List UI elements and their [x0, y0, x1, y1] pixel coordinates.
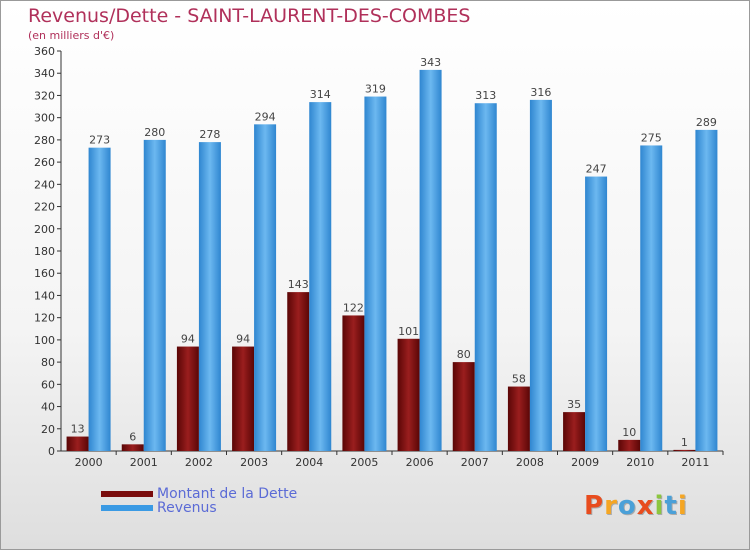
data-label-revenus: 314 [310, 88, 331, 101]
y-tick-label: 80 [41, 356, 55, 369]
bar-dette [121, 444, 144, 451]
data-label-dette: 35 [567, 398, 581, 411]
x-tick-label: 2000 [75, 456, 103, 469]
y-tick-label: 60 [41, 378, 55, 391]
chart-title: Revenus/Dette - SAINT-LAURENT-DES-COMBES [28, 5, 471, 27]
data-label-revenus: 316 [530, 86, 551, 99]
x-tick-label: 2008 [516, 456, 544, 469]
y-tick-label: 240 [34, 178, 55, 191]
data-label-dette: 80 [457, 348, 471, 361]
bar-dette [618, 439, 641, 451]
bar-revenus [474, 103, 497, 451]
y-tick-label: 300 [34, 112, 55, 125]
legend: Montant de la Dette Revenus [101, 486, 298, 516]
x-tick-label: 2001 [130, 456, 158, 469]
legend-item-dette: Montant de la Dette [101, 486, 298, 502]
bar-dette [397, 338, 420, 451]
chart-subtitle: (en milliers d'€) [28, 29, 115, 42]
y-tick-label: 260 [34, 156, 55, 169]
x-tick-label: 2004 [295, 456, 323, 469]
bar-dette [176, 346, 199, 451]
y-tick-label: 100 [34, 334, 55, 347]
x-tick-label: 2011 [681, 456, 709, 469]
y-tick-label: 40 [41, 401, 55, 414]
bar-revenus [364, 96, 387, 452]
data-label-revenus: 247 [586, 163, 607, 176]
x-tick-label: 2010 [626, 456, 654, 469]
data-label-dette: 58 [512, 373, 526, 386]
legend-label-revenus: Revenus [157, 500, 217, 516]
data-label-revenus: 319 [365, 83, 386, 96]
logo-letter: P [584, 491, 605, 521]
data-label-dette: 1 [681, 436, 688, 449]
bar-dette [452, 362, 475, 451]
bar-revenus [198, 142, 221, 451]
logo-letter: o [617, 491, 637, 521]
bar-revenus [309, 102, 332, 451]
data-label-revenus: 273 [89, 134, 110, 147]
bar-revenus [143, 139, 166, 451]
x-tick-label: 2007 [461, 456, 489, 469]
y-tick-label: 160 [34, 267, 55, 280]
data-label-dette: 94 [236, 333, 250, 346]
logo-letter: i [677, 491, 688, 521]
legend-item-revenus: Revenus [101, 500, 297, 516]
x-tick-label: 2006 [406, 456, 434, 469]
y-tick-label: 340 [34, 67, 55, 80]
data-label-revenus: 313 [475, 89, 496, 102]
y-tick-label: 20 [41, 423, 55, 436]
proxiti-logo: Proxiti [584, 491, 688, 521]
bar-revenus [640, 145, 663, 451]
data-label-revenus: 343 [420, 56, 441, 69]
data-label-revenus: 278 [199, 128, 220, 141]
y-tick-label: 220 [34, 201, 55, 214]
x-tick-label: 2003 [240, 456, 268, 469]
data-label-revenus: 275 [641, 131, 662, 144]
data-label-dette: 10 [622, 426, 636, 439]
data-label-dette: 13 [71, 423, 85, 436]
bar-revenus [88, 147, 111, 451]
bar-revenus [529, 99, 552, 451]
data-label-revenus: 289 [696, 116, 717, 129]
x-tick-label: 2002 [185, 456, 213, 469]
bar-dette [563, 412, 586, 451]
x-tick-label: 2009 [571, 456, 599, 469]
x-tick-label: 2005 [350, 456, 378, 469]
data-label-dette: 6 [129, 430, 136, 443]
data-label-dette: 143 [288, 278, 309, 291]
y-tick-label: 140 [34, 289, 55, 302]
data-label-revenus: 294 [255, 110, 276, 123]
y-tick-label: 0 [48, 445, 55, 458]
legend-swatch-dette [101, 491, 153, 497]
bar-dette [232, 346, 255, 451]
bar-dette [507, 386, 530, 451]
data-label-dette: 94 [181, 333, 195, 346]
y-tick-label: 320 [34, 89, 55, 102]
bar-revenus [419, 69, 442, 451]
y-tick-label: 180 [34, 245, 55, 258]
legend-label-dette: Montant de la Dette [157, 486, 298, 502]
data-label-dette: 122 [343, 301, 364, 314]
logo-letter: x [636, 491, 655, 521]
data-label-dette: 101 [398, 325, 419, 338]
bar-revenus [585, 176, 608, 452]
logo-letter: t [664, 491, 678, 521]
data-label-revenus: 280 [144, 126, 165, 139]
bar-dette [66, 436, 89, 451]
bar-dette [342, 315, 365, 451]
y-tick-label: 360 [34, 45, 55, 58]
bar-revenus [695, 129, 718, 451]
bar-revenus [254, 124, 277, 451]
y-tick-label: 200 [34, 223, 55, 236]
bar-dette [673, 449, 696, 451]
logo-letter: i [654, 491, 665, 521]
bar-dette [287, 292, 310, 451]
y-tick-label: 280 [34, 134, 55, 147]
y-tick-label: 120 [34, 312, 55, 325]
legend-swatch-revenus [101, 505, 153, 511]
logo-letter: r [604, 491, 618, 521]
